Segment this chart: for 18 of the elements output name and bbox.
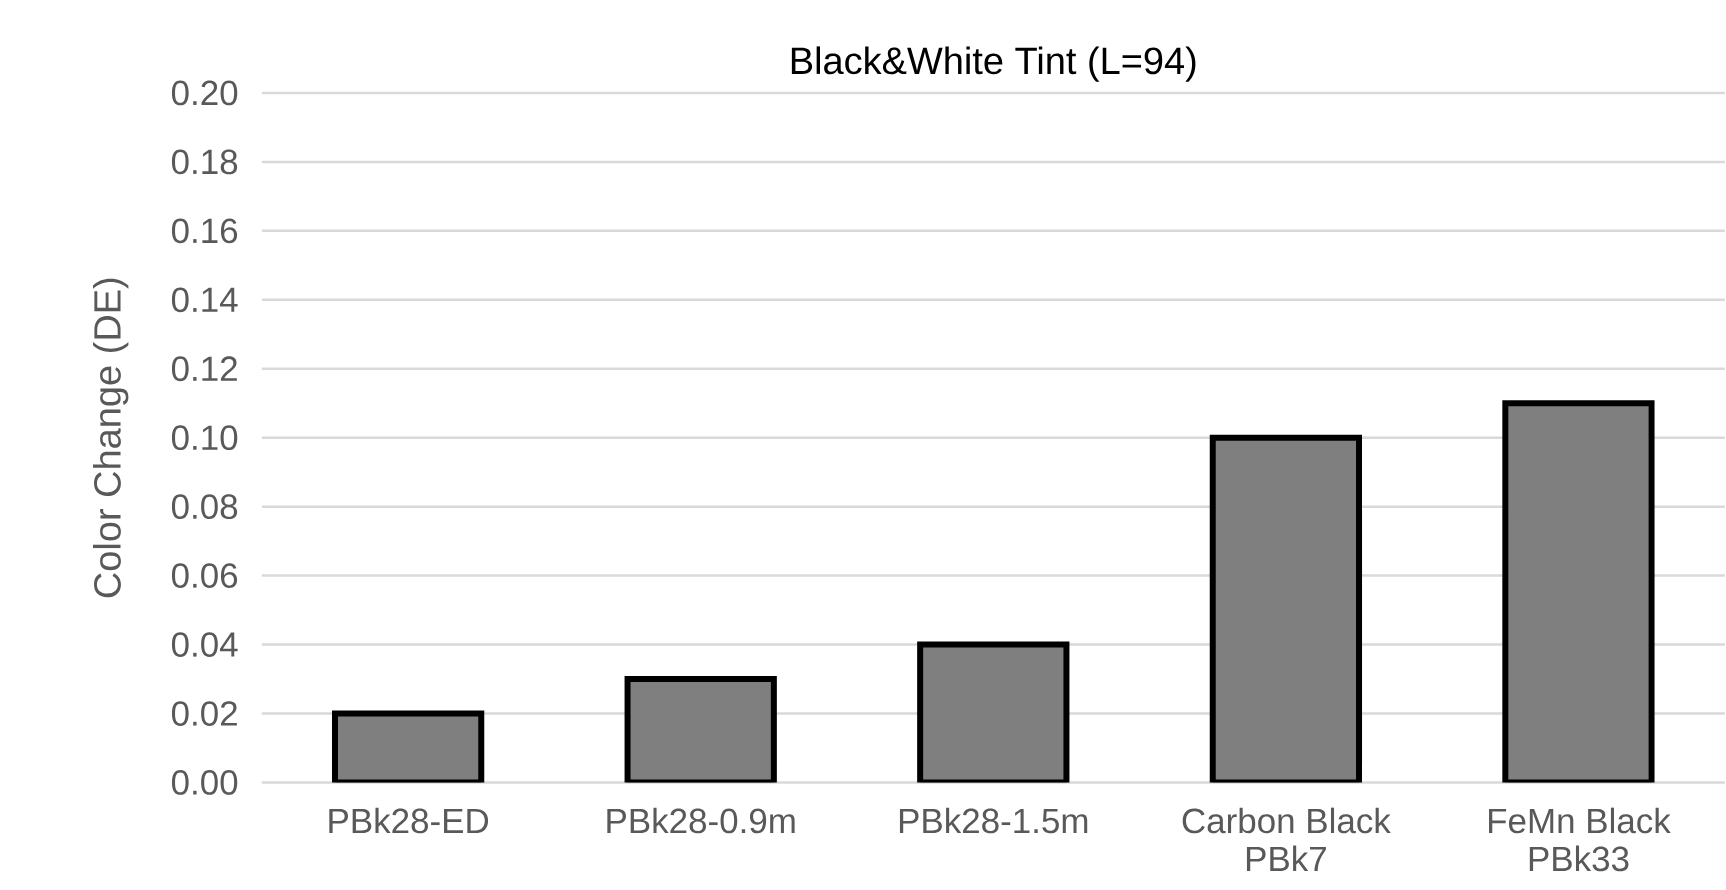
y-tick-label: 0.20 [171, 80, 238, 106]
x-tick-label: PBk28-1.5m [899, 807, 1088, 834]
chart-title: Black&White Tint (L=94) [791, 46, 1196, 82]
y-axis-title: Color Change (DE) [93, 278, 129, 598]
x-tick-label: PBk28-ED [329, 807, 489, 834]
y-tick-label: 0.02 [171, 700, 237, 726]
y-tick-label: 0.10 [171, 425, 238, 450]
y-tick-label: 0.12 [171, 356, 237, 381]
y-tick-label: 0.16 [171, 218, 238, 244]
y-tick-label: 0.18 [171, 149, 238, 175]
y-tick-label: 0.04 [171, 631, 238, 657]
y-tick-label: 0.08 [171, 494, 238, 519]
x-tick-label: FeMn Black PBk33 [1489, 807, 1671, 872]
y-tick-label: 0.14 [171, 287, 238, 312]
y-tick-label: 0.06 [171, 563, 238, 588]
x-tick-label: PBk28-0.9m [607, 807, 795, 834]
x-tick-label: Carbon Black PBk7 [1182, 807, 1391, 871]
y-tick-label: 0.00 [171, 769, 238, 795]
